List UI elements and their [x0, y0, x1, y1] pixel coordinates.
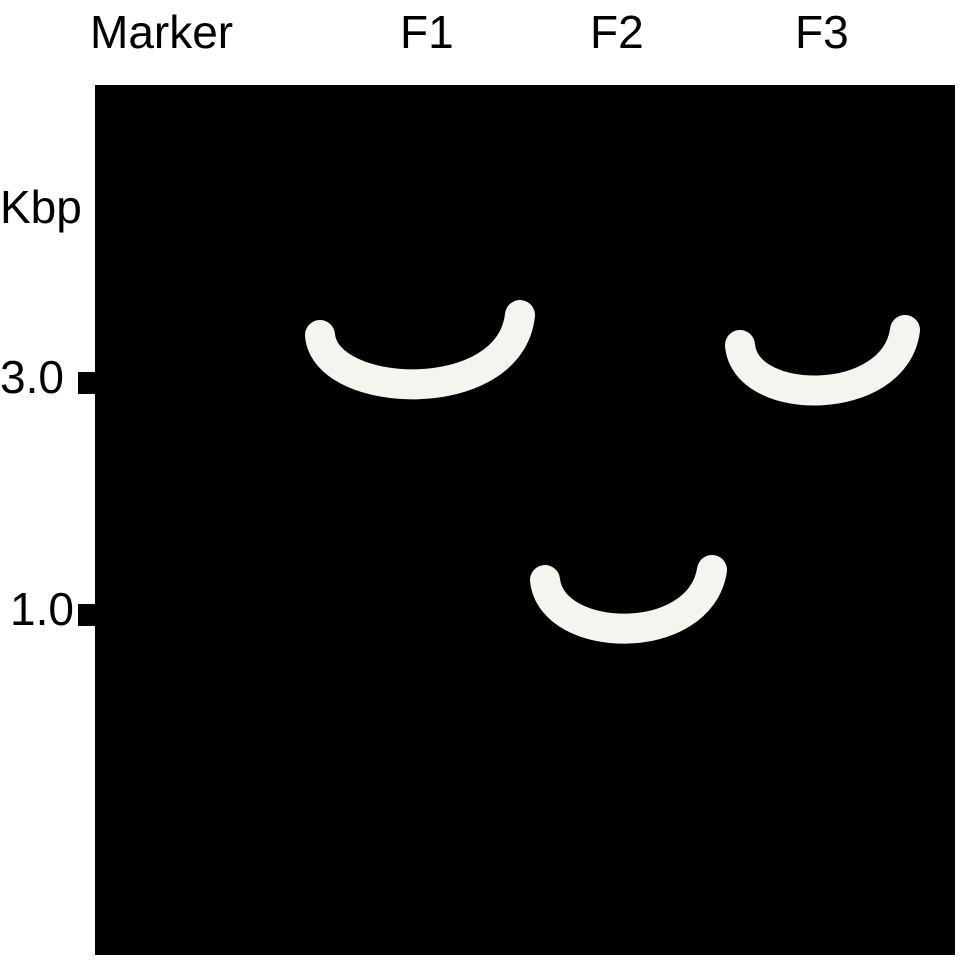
band-layer — [0, 0, 960, 966]
band-f1 — [320, 315, 520, 384]
gel-figure: Marker F1 F2 F3 Kbp 3.0 1.0 — [0, 0, 960, 966]
band-f3 — [740, 330, 905, 391]
band-f2 — [545, 570, 712, 629]
